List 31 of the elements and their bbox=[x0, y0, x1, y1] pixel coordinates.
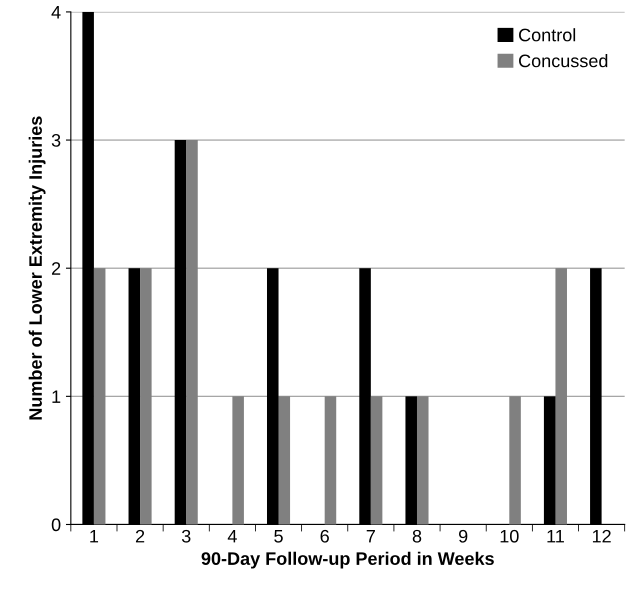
x-tick-label: 6 bbox=[320, 530, 329, 543]
x-tick-label: 3 bbox=[182, 530, 190, 543]
x-tick-label: 8 bbox=[412, 530, 422, 543]
bar bbox=[509, 396, 521, 524]
x-tick-label: 1 bbox=[90, 530, 98, 542]
x-axis-title: 90-Day Follow-up Period in Weeks bbox=[202, 552, 494, 569]
bar bbox=[278, 396, 290, 524]
bar bbox=[186, 140, 198, 524]
bar bbox=[555, 268, 567, 524]
x-tick-label: 9 bbox=[458, 530, 468, 543]
y-tick-label: 3 bbox=[52, 134, 60, 147]
bar bbox=[140, 268, 152, 524]
x-tick-label: 11 bbox=[547, 530, 564, 542]
bar bbox=[416, 396, 429, 524]
legend-label: Concussed bbox=[519, 54, 608, 68]
legend-label: Control bbox=[519, 28, 576, 42]
x-tick-label: 4 bbox=[228, 530, 237, 542]
y-tick-label: 4 bbox=[51, 6, 61, 18]
x-tick-label: 2 bbox=[136, 530, 144, 542]
x-tick-label: 7 bbox=[366, 530, 375, 542]
x-tick-label: 12 bbox=[592, 530, 611, 542]
bar bbox=[94, 268, 106, 524]
x-tick-label: 10 bbox=[500, 530, 519, 543]
x-tick-label: 5 bbox=[274, 530, 283, 543]
bar bbox=[232, 396, 244, 524]
y-axis-title: Number of Lower Extremity Injuries bbox=[28, 116, 46, 420]
y-tick-label: 1 bbox=[52, 390, 60, 403]
bar bbox=[370, 396, 382, 524]
y-tick-label: 2 bbox=[52, 262, 60, 275]
bar bbox=[324, 396, 336, 524]
y-tick-label: 0 bbox=[52, 518, 60, 532]
